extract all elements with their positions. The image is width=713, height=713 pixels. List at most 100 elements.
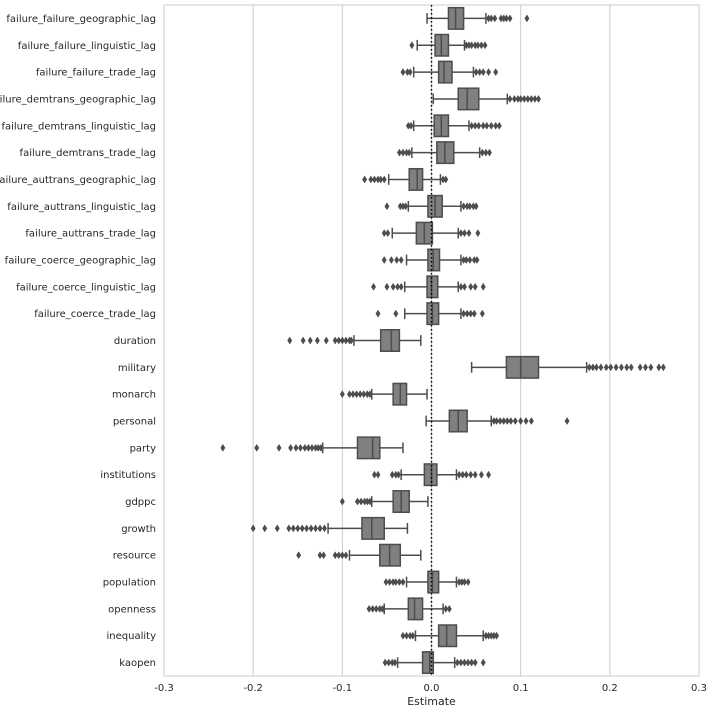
outlier-point — [446, 604, 452, 613]
outlier-point — [458, 229, 464, 238]
outlier-point — [469, 658, 475, 667]
outlier-point — [274, 524, 280, 533]
outlier-point — [608, 363, 614, 372]
grid-layer — [163, 5, 700, 676]
outlier-point — [461, 282, 467, 291]
outlier-point — [343, 551, 349, 560]
y-tick-label: openness — [108, 604, 156, 615]
outlier-point — [507, 14, 513, 23]
outlier-point — [466, 229, 472, 238]
outlier-point — [461, 229, 467, 238]
outlier-point — [317, 551, 323, 560]
outlier-point — [382, 658, 388, 667]
outlier-point — [300, 336, 306, 345]
outlier-point — [478, 41, 484, 50]
outlier-point — [384, 202, 390, 211]
outlier-point — [367, 497, 373, 506]
box — [457, 87, 480, 111]
outlier-point — [308, 524, 314, 533]
outlier-point — [398, 256, 404, 264]
outlier-point — [381, 175, 387, 184]
box-group — [384, 194, 479, 218]
outlier-point — [305, 443, 311, 452]
outlier-point — [461, 658, 467, 667]
box-group — [400, 60, 499, 84]
box-group — [371, 275, 486, 299]
outlier-point — [357, 390, 363, 399]
box-group — [381, 248, 480, 272]
outlier-point — [603, 363, 609, 372]
outlier-point — [379, 604, 385, 613]
outlier-point — [472, 282, 478, 291]
y-tick-label: military — [118, 363, 156, 374]
outlier-point — [321, 551, 327, 560]
outlier-point — [339, 336, 345, 345]
outlier-point — [370, 604, 376, 613]
outlier-point — [393, 578, 399, 587]
box-group — [396, 141, 492, 165]
outlier-point — [493, 121, 499, 130]
y-tick-label: duration — [114, 336, 156, 347]
outlier-point — [476, 121, 482, 130]
outlier-point — [643, 363, 648, 372]
outlier-point — [480, 121, 486, 130]
box-group — [426, 6, 530, 30]
outlier-point — [262, 524, 268, 533]
y-tick-label: kaopen — [119, 658, 156, 669]
outlier-point — [525, 94, 531, 103]
outlier-point — [518, 417, 524, 425]
outlier-point — [458, 282, 464, 291]
box-group — [382, 651, 486, 675]
outlier-point — [290, 524, 296, 533]
outlier-point — [309, 443, 315, 452]
outlier-point — [394, 256, 400, 264]
outlier-point — [460, 470, 466, 479]
x-tick-label: 0.1 — [513, 683, 529, 694]
outlier-point — [339, 497, 345, 506]
outlier-point — [479, 148, 485, 157]
outlier-point — [407, 68, 413, 77]
outlier-point — [358, 497, 364, 506]
y-tick-label: failure_demtrans_trade_lag — [20, 148, 156, 159]
outlier-point — [295, 524, 301, 533]
outlier-point — [468, 282, 474, 291]
outlier-point — [388, 256, 394, 264]
outlier-point — [486, 148, 492, 157]
outlier-point — [254, 443, 260, 452]
outlier-point — [385, 229, 391, 238]
outlier-point — [390, 282, 396, 291]
outlier-point — [396, 578, 402, 587]
outlier-point — [304, 524, 310, 533]
outlier-point — [378, 175, 384, 184]
x-tick-label: -0.2 — [243, 683, 263, 694]
y-tick-label: failure_auttrans_geographic_lag — [0, 175, 156, 186]
outlier-point — [287, 336, 293, 345]
box — [361, 516, 385, 540]
outlier-point — [461, 202, 467, 211]
y-tick-label: resource — [113, 551, 156, 562]
outlier-point — [384, 282, 390, 291]
outlier-point — [511, 94, 517, 103]
y-tick-label: population — [103, 578, 156, 589]
outlier-point — [392, 658, 398, 667]
outlier-point — [404, 631, 410, 640]
outlier-point — [297, 443, 303, 452]
outlier-point — [250, 524, 256, 533]
box — [505, 355, 540, 379]
outlier-point — [317, 524, 323, 533]
outlier-point — [480, 282, 486, 291]
outlier-point — [598, 363, 604, 372]
outlier-point — [400, 68, 406, 77]
y-tick-label: failure_demtrans_linguistic_lag — [1, 121, 156, 132]
y-tick-label: institutions — [100, 470, 156, 481]
y-tick-label: inequality — [107, 631, 157, 642]
outlier-point — [477, 68, 483, 77]
outlier-point — [400, 578, 406, 587]
outlier-point — [648, 363, 654, 372]
outlier-point — [461, 309, 467, 318]
outlier-point — [323, 336, 329, 345]
outlier-point — [480, 658, 486, 667]
outlier-point — [479, 309, 485, 318]
outlier-point — [393, 309, 399, 318]
box-group — [371, 463, 492, 487]
